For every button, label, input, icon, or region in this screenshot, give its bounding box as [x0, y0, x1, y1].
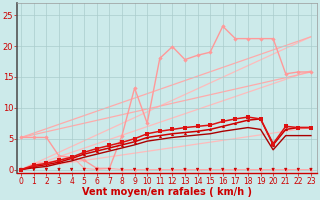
X-axis label: Vent moyen/en rafales ( km/h ): Vent moyen/en rafales ( km/h ) — [82, 187, 252, 197]
